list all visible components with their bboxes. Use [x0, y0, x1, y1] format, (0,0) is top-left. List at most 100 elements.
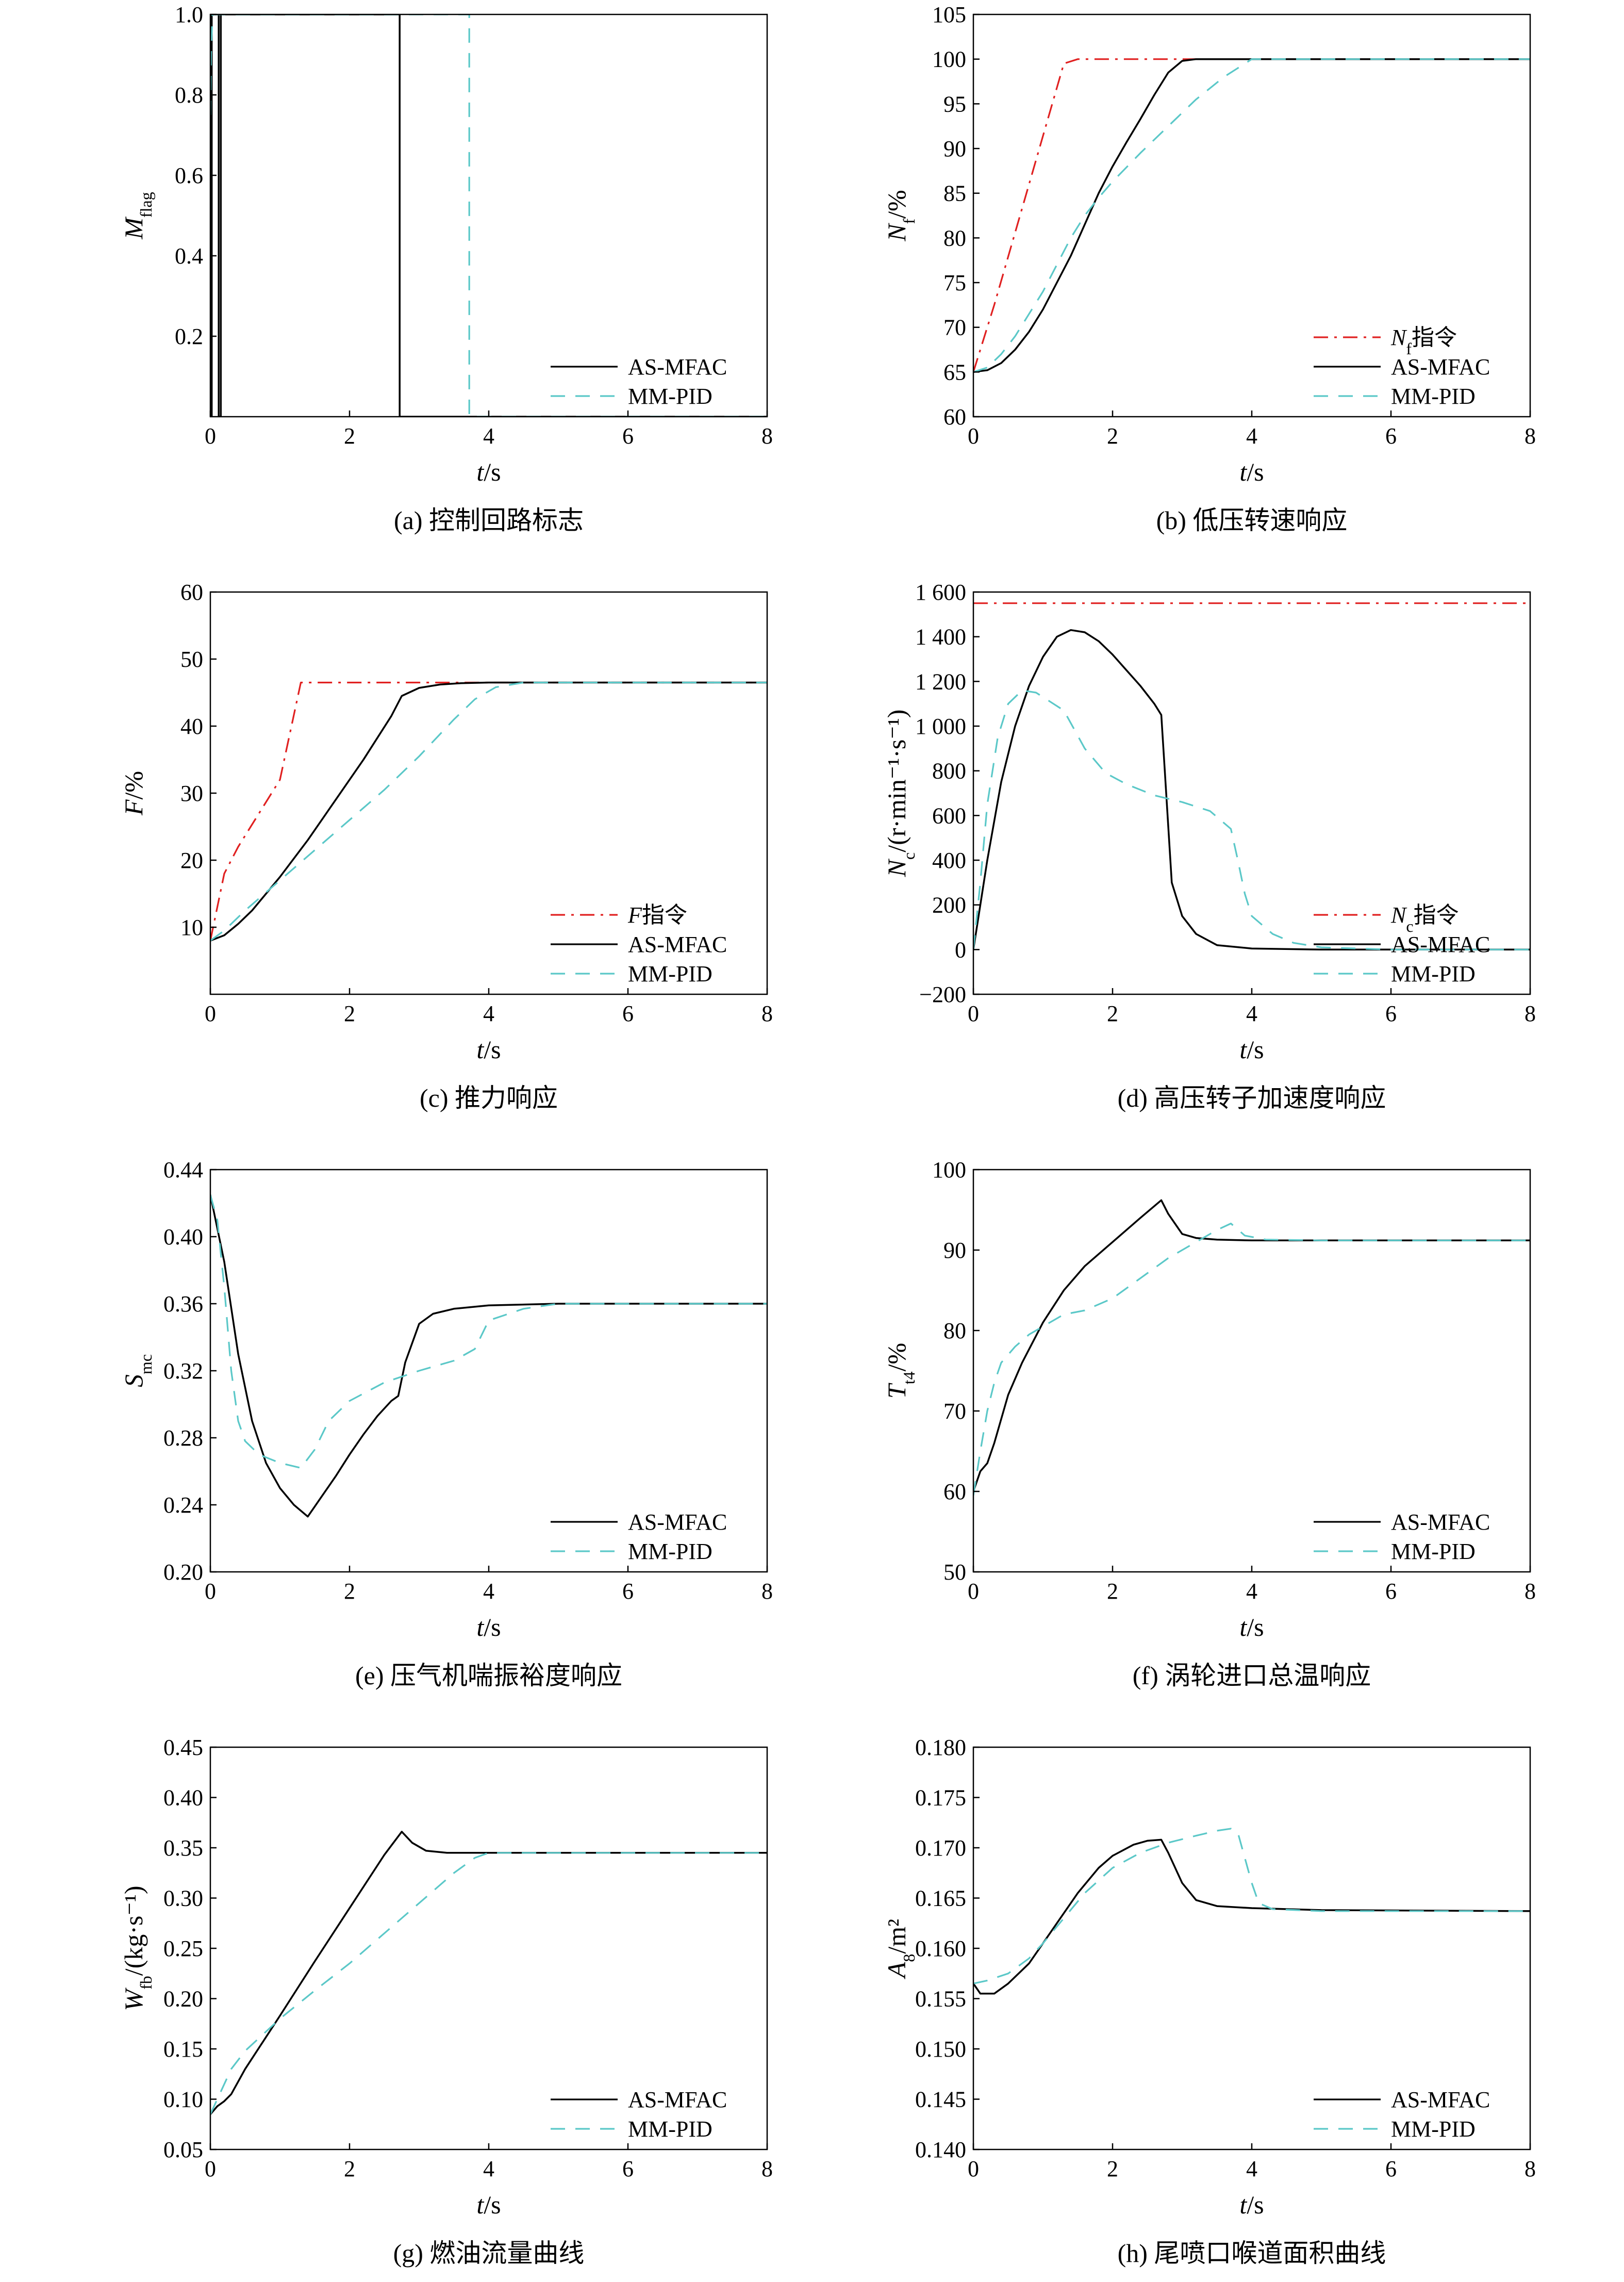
y-tick-label: 20 [180, 848, 203, 873]
x-tick-label: 2 [1107, 423, 1118, 449]
chart-panel-f: 0 2 4 6 8 50 60 70 80 90 100 t/s Tt4/% (f) 涡轮进口总温响应 AS… [882, 1157, 1536, 1690]
y-tick-label: 95 [943, 91, 966, 117]
y-tick-label: 40 [180, 714, 203, 739]
x-tick-label: 8 [761, 1001, 773, 1026]
x-tick-label: 0 [968, 1001, 979, 1026]
y-tick-label: 0.30 [163, 1886, 203, 1911]
chart-panel-b: 0 2 4 6 8 60 65 70 75 80 85 90 95 100 105 t/s Nf/% (b) 低压… [882, 2, 1536, 535]
x-axis-label: t/s [476, 457, 501, 486]
y-tick-label: 0.36 [163, 1291, 203, 1317]
y-tick-label: 0.25 [163, 1936, 203, 1961]
chart-panel-g: 0 2 4 6 8 0.05 0.10 0.15 0.20 0.25 0.30 0.35 0.40 0.4… [119, 1735, 773, 2268]
series-line-mm-pid-d [973, 689, 1530, 950]
y-tick-label: −200 [919, 982, 966, 1007]
y-tick-label: 60 [943, 404, 966, 430]
y-tick-label: 200 [932, 893, 966, 918]
x-tick-label: 2 [344, 423, 355, 449]
y-tick-label: 0.24 [163, 1492, 203, 1518]
y-tick-label: 0.165 [915, 1886, 966, 1911]
y-tick-label: 0.145 [915, 2087, 966, 2112]
panel-caption: (f) 涡轮进口总温响应 [1133, 1661, 1371, 1690]
chart-panel-a: 0 2 4 6 8 0.2 0.4 0.6 0.8 1.0 t/s Mflag (a) 控制回路标志 AS… [119, 2, 773, 535]
x-axis-label: t/s [1239, 1035, 1264, 1064]
legend-label: AS-MFAC [628, 932, 727, 957]
y-tick-label: 0.35 [163, 1835, 203, 1861]
chart-panel-c: 0 2 4 6 8 10 20 30 40 50 60 t/s F/% (c) 推力响应 F指令 AS-MFA… [119, 580, 773, 1112]
y-tick-label: 0.20 [163, 1987, 203, 2012]
series-line-as-mfac-h [973, 1838, 1530, 1995]
y-tick-label: 80 [943, 1318, 966, 1343]
y-axis-label: Tt4/% [882, 1343, 918, 1399]
x-tick-label: 6 [1385, 2156, 1397, 2181]
series-line-as-mfac-a [210, 14, 767, 417]
y-tick-label: 0.20 [163, 1559, 203, 1585]
legend-label: MM-PID [1391, 2116, 1476, 2142]
x-axis-label: t/s [1239, 1613, 1264, 1641]
x-tick-label: 0 [205, 2156, 216, 2181]
x-tick-label: 0 [968, 2156, 979, 2181]
y-tick-label: 0.28 [163, 1425, 203, 1451]
x-tick-label: 8 [1524, 1579, 1536, 1604]
y-axis-label: A8/m² [882, 1919, 918, 1979]
legend-label: MM-PID [1391, 961, 1476, 987]
x-tick-label: 4 [1246, 423, 1257, 449]
y-tick-label: 10 [180, 915, 203, 940]
legend-label: Nf指令 [1390, 325, 1457, 358]
y-tick-label: 0.45 [163, 1735, 203, 1760]
y-tick-label: 0.40 [163, 1224, 203, 1250]
y-tick-label: 85 [943, 181, 966, 206]
x-axis-label: t/s [476, 2190, 501, 2219]
y-tick-label: 70 [943, 1399, 966, 1424]
series-line-as-mfac-d [973, 629, 1530, 951]
legend-label: AS-MFAC [1391, 2087, 1490, 2112]
y-tick-label: 0.05 [163, 2137, 203, 2162]
legend-label: MM-PID [628, 961, 712, 987]
y-tick-label: 1 200 [915, 669, 966, 694]
legend-label: F指令 [627, 902, 687, 928]
y-axis-label: Nf/% [882, 190, 918, 242]
x-tick-label: 8 [1524, 423, 1536, 449]
y-tick-label: 800 [932, 759, 966, 784]
x-tick-label: 4 [1246, 2156, 1257, 2181]
y-tick-label: 105 [932, 2, 966, 27]
y-tick-label: 1 400 [915, 625, 966, 650]
x-tick-label: 4 [483, 1579, 494, 1604]
x-tick-label: 0 [205, 1001, 216, 1026]
y-tick-label: 90 [943, 136, 966, 161]
y-tick-label: 1.0 [175, 2, 203, 27]
panel-caption: (e) 压气机喘振裕度响应 [355, 1661, 622, 1690]
legend-label: MM-PID [628, 384, 712, 409]
x-tick-label: 0 [205, 423, 216, 449]
x-tick-label: 4 [1246, 1579, 1257, 1604]
x-tick-label: 6 [622, 1001, 634, 1026]
x-tick-label: 2 [344, 2156, 355, 2181]
y-tick-label: 0.15 [163, 2037, 203, 2062]
x-tick-label: 4 [1246, 1001, 1257, 1026]
x-tick-label: 0 [968, 1579, 979, 1604]
y-tick-label: 0.160 [915, 1936, 966, 1961]
panel-caption: (d) 高压转子加速度响应 [1118, 1083, 1386, 1112]
x-tick-label: 8 [761, 1579, 773, 1604]
y-tick-label: 0.4 [175, 243, 203, 269]
x-axis-label: t/s [1239, 2190, 1264, 2219]
y-tick-label: 50 [180, 647, 203, 672]
y-tick-label: 60 [943, 1479, 966, 1504]
y-tick-label: 0.8 [175, 83, 203, 108]
series-line-mm-pid-h [973, 1828, 1530, 1984]
panel-caption: (b) 低压转速响应 [1156, 506, 1348, 535]
x-tick-label: 2 [344, 1579, 355, 1604]
legend-label: AS-MFAC [628, 2087, 727, 2112]
x-tick-label: 4 [483, 423, 494, 449]
legend-label: MM-PID [1391, 384, 1476, 409]
y-tick-label: 75 [943, 270, 966, 295]
y-axis-label: Wfb/(kg·s⁻¹) [119, 1886, 155, 2011]
series-line-as-mfac-g [210, 1831, 767, 2115]
y-tick-label: 50 [943, 1559, 966, 1585]
x-tick-label: 4 [483, 2156, 494, 2181]
x-tick-label: 2 [1107, 1001, 1118, 1026]
series-line-as-mfac-c [210, 681, 767, 942]
legend-label: AS-MFAC [1391, 1509, 1490, 1535]
y-tick-label: 60 [180, 580, 203, 605]
